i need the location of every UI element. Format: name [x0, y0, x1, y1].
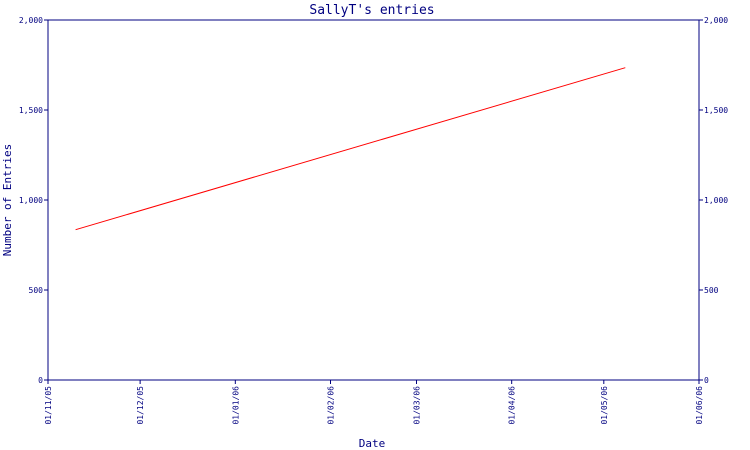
y-tick-label-left: 2,000	[19, 16, 43, 25]
y-tick-label-left: 1,500	[19, 106, 43, 115]
y-tick-label-left: 500	[29, 286, 44, 295]
x-tick-label: 01/11/05	[44, 386, 53, 425]
x-tick-label: 01/01/06	[231, 386, 240, 425]
y-tick-label-right: 1,500	[704, 106, 728, 115]
y-tick-label-right: 1,000	[704, 196, 728, 205]
x-axis-label: Date	[359, 437, 386, 450]
x-tick-label: 01/05/06	[600, 386, 609, 425]
plot-frame	[47, 19, 700, 381]
y-tick-label-right: 2,000	[704, 16, 728, 25]
x-tick-label: 01/03/06	[412, 386, 421, 425]
x-tick-label: 01/04/06	[508, 386, 517, 425]
y-tick-label-right: 500	[704, 286, 719, 295]
series-line	[75, 67, 626, 231]
y-axis-label: Number of Entries	[1, 144, 14, 257]
chart-title: SallyT's entries	[309, 3, 434, 18]
y-tick-label-left: 0	[38, 376, 43, 385]
y-tick-label-right: 0	[704, 376, 709, 385]
x-tick-label: 01/02/06	[327, 386, 336, 425]
x-tick-label: 01/12/05	[136, 386, 145, 425]
x-tick-label: 01/06/06	[695, 386, 704, 425]
y-tick-label-left: 1,000	[19, 196, 43, 205]
